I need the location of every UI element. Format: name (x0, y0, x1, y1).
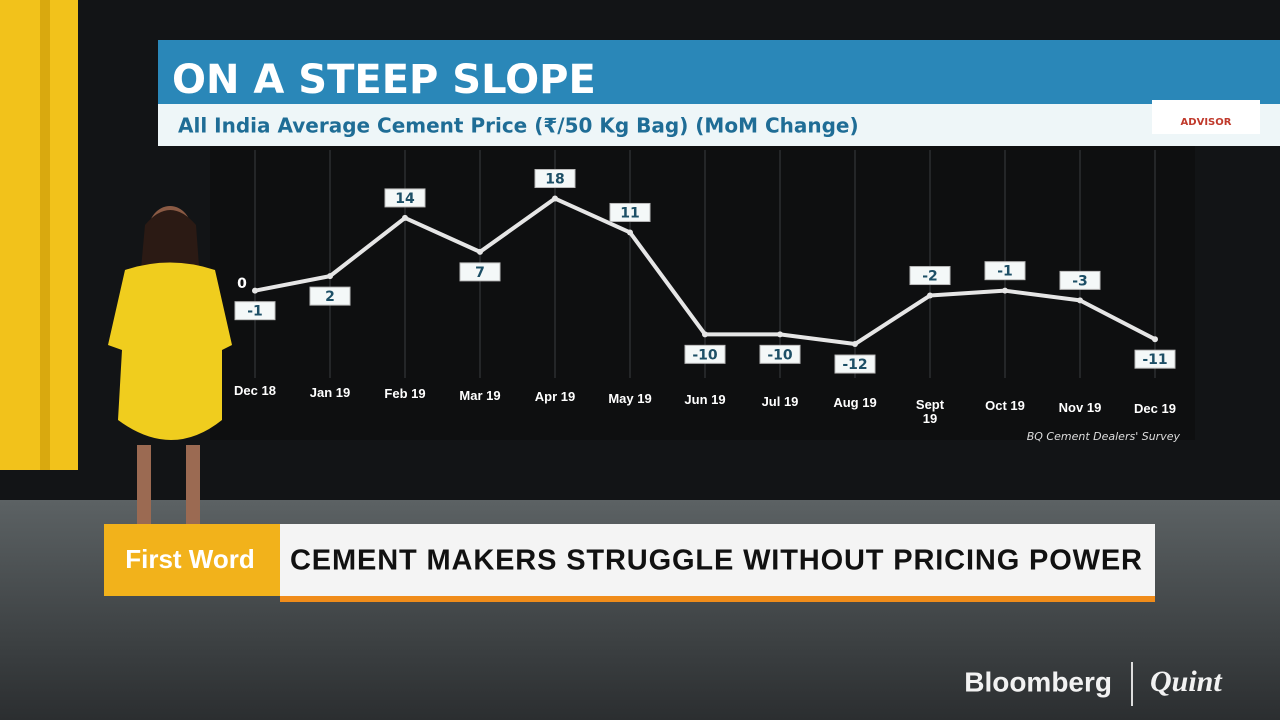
value-label: -2 (922, 269, 938, 285)
point (402, 214, 408, 221)
lower-third-tag: First Word (125, 544, 255, 574)
presenter (108, 206, 232, 525)
chart-title: ON A STEEP SLOPE (172, 57, 596, 103)
x-tick-label: Apr 19 (534, 389, 576, 404)
value-label-box (1059, 270, 1101, 290)
y-tick-label: 0 (237, 276, 247, 292)
point (1002, 287, 1008, 294)
x-tick-label: Jul 19 (761, 393, 799, 409)
pillar-edge (40, 0, 50, 470)
point (1077, 297, 1083, 304)
value-label-box (384, 188, 426, 208)
value-label: 2 (325, 289, 335, 305)
brand-right: Quint (1150, 665, 1223, 698)
x-tick-label: Oct 19 (985, 398, 1025, 413)
value-label-box (984, 261, 1026, 281)
value-label-box (909, 266, 951, 286)
headline-box (280, 524, 1155, 596)
point (927, 292, 933, 299)
yellow-pillar (0, 0, 78, 470)
logo-box (1152, 100, 1260, 134)
brand-left: Bloomberg (964, 666, 1112, 697)
value-label: 14 (395, 191, 415, 207)
point (477, 248, 483, 255)
tag-box (104, 524, 280, 596)
x-tick-label: May 19 (608, 390, 652, 406)
value-label-box (609, 202, 651, 222)
x-tick-label: Feb 19 (384, 386, 426, 401)
value-label: -12 (842, 357, 867, 373)
point (702, 331, 708, 338)
x-tick-label: Aug 19 (833, 395, 877, 410)
x-tick-label: Nov 19 (1058, 399, 1102, 415)
value-label: 11 (620, 205, 639, 221)
headline-underline (280, 596, 1155, 602)
point (852, 341, 858, 348)
value-label: -1 (997, 264, 1013, 280)
value-label-box (534, 169, 576, 189)
point (777, 331, 783, 338)
chart-subtitle: All India Average Cement Price (₹/50 Kg … (178, 114, 859, 138)
x-tick-label: Mar 19 (459, 387, 501, 403)
value-label: -11 (1142, 352, 1167, 368)
point (627, 229, 633, 236)
x-tick-label: Dec 19 (1134, 401, 1176, 416)
point (327, 273, 333, 280)
point (552, 195, 558, 202)
point (1152, 336, 1158, 343)
x-tick-label: Sept 19 (915, 396, 945, 426)
value-label: -1 (247, 304, 263, 320)
value-label-box (1134, 349, 1176, 369)
value-label-box (684, 344, 726, 364)
value-label-box (459, 262, 501, 282)
title-bar (158, 40, 1280, 104)
point (252, 287, 258, 294)
value-label-box (834, 354, 876, 374)
plot-panel (210, 140, 1195, 440)
lower-third-headline: CEMENT MAKERS STRUGGLE WITHOUT PRICING P… (290, 545, 1142, 577)
logo: ADVISOR (1181, 117, 1232, 128)
value-label: -10 (692, 347, 718, 363)
subtitle-bar (158, 104, 1280, 146)
x-tick-label: Jan 19 (309, 384, 351, 400)
value-label: -10 (767, 347, 793, 363)
value-label-box (759, 344, 801, 364)
value-label: 18 (545, 172, 564, 188)
value-label-box (234, 301, 276, 321)
x-tick-label: Jun 19 (684, 392, 726, 407)
value-label-box (309, 286, 351, 306)
x-tick-label: Dec 18 (234, 383, 276, 398)
value-label: -3 (1072, 273, 1088, 289)
value-label: 7 (475, 265, 485, 281)
source: BQ Cement Dealers' Survey (1027, 430, 1181, 443)
